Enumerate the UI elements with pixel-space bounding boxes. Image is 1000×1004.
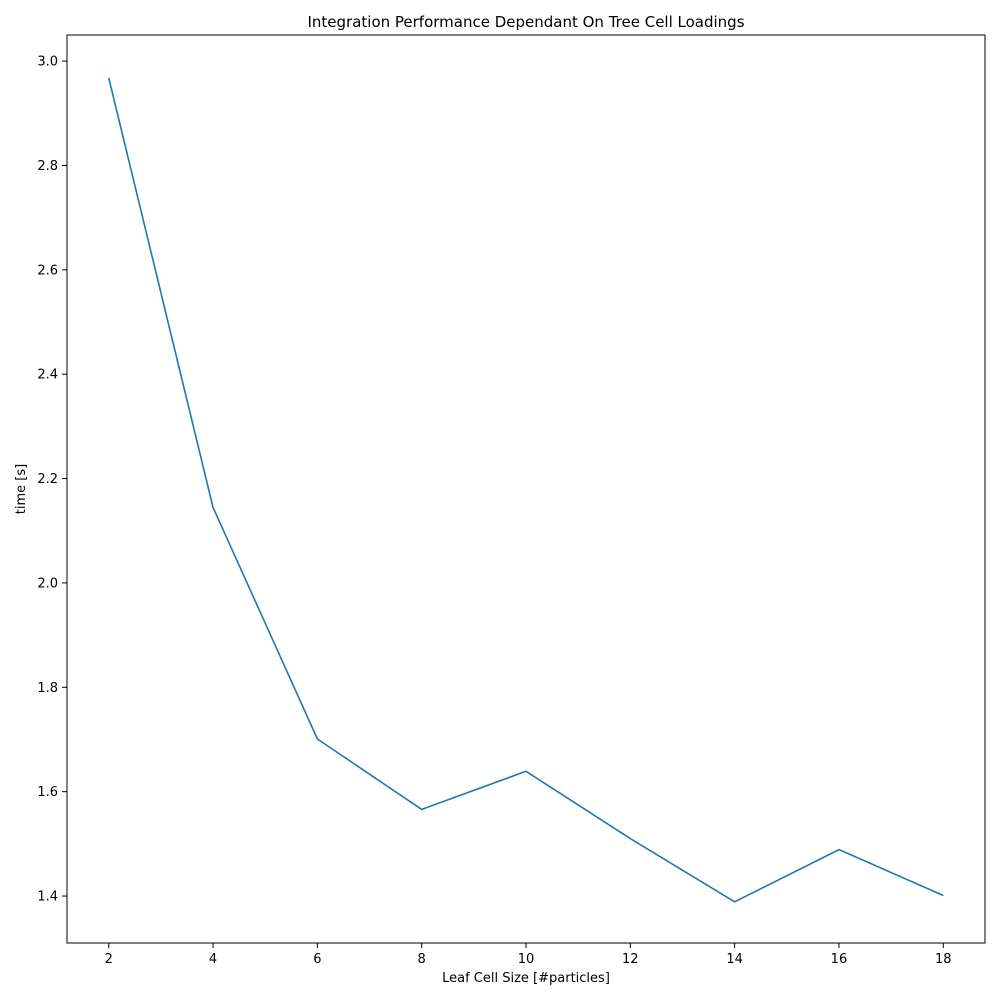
y-tick-label: 1.8 xyxy=(37,681,58,696)
y-tick-label: 2.2 xyxy=(37,472,58,487)
axes-frame xyxy=(66,34,986,944)
x-tick-label: 12 xyxy=(622,952,639,967)
y-tick-label: 1.6 xyxy=(37,785,58,800)
y-tick-label: 1.4 xyxy=(37,890,58,905)
x-tick-label: 6 xyxy=(313,952,321,967)
y-axis-label: time [s] xyxy=(14,464,29,514)
x-tick-label: 16 xyxy=(831,952,848,967)
x-axis-label: Leaf Cell Size [#particles] xyxy=(442,971,610,986)
y-tick-label: 2.6 xyxy=(37,263,58,278)
plot-area: 2 4 6 8 10 12 14 16 18 1.4 1.6 1.8 2.0 2.2 2.4 2.6 2.8 3… xyxy=(37,34,986,967)
x-tick-label: 14 xyxy=(726,952,743,967)
y-tick-label: 3.0 xyxy=(37,55,58,70)
x-tick-label: 4 xyxy=(209,952,217,967)
series-line xyxy=(107,77,944,903)
chart-title: Integration Performance Dependant On Tre… xyxy=(307,13,744,31)
x-tick-label: 18 xyxy=(935,952,952,967)
y-tick-label: 2.4 xyxy=(37,368,58,383)
y-axis: 1.4 1.6 1.8 2.0 2.2 2.4 2.6 2.8 3.0 xyxy=(37,55,67,905)
series-layer xyxy=(107,77,944,903)
x-tick-label: 2 xyxy=(105,952,113,967)
x-tick-label: 10 xyxy=(518,952,535,967)
y-tick-label: 2.0 xyxy=(37,576,58,591)
x-tick-label: 8 xyxy=(418,952,426,967)
y-tick-label: 2.8 xyxy=(37,159,58,174)
x-axis: 2 4 6 8 10 12 14 16 18 xyxy=(105,943,952,967)
